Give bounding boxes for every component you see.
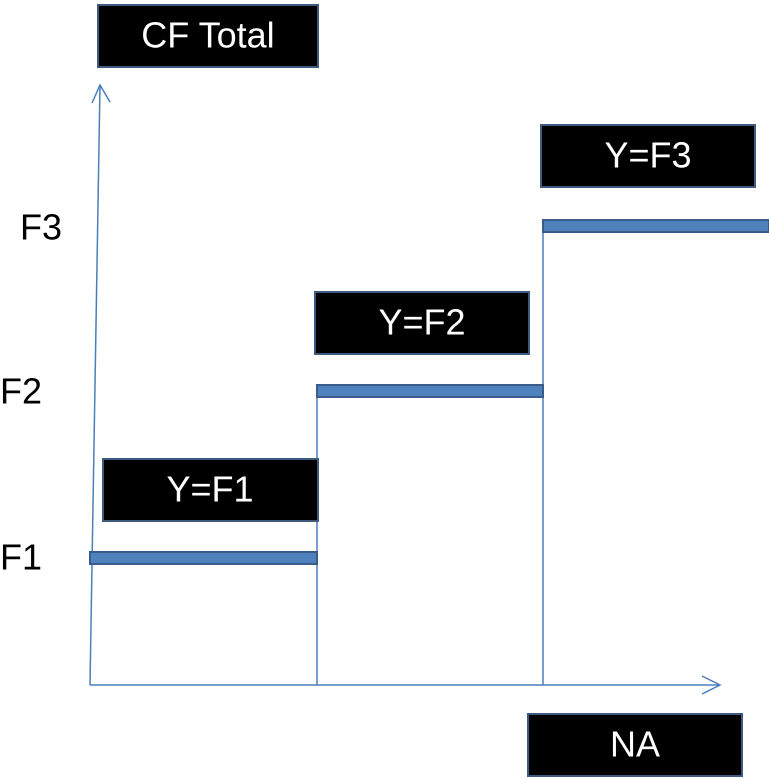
level-label: F2 [0,371,42,412]
label-box [527,713,743,777]
label-box [97,4,319,68]
step-label: Y=F2 [378,302,465,343]
level-bar [316,384,544,398]
y-axis-label: CF Total [141,15,274,56]
step-label: Y=F3 [604,135,691,176]
level-label: F3 [20,207,62,248]
y-axis-arrow [91,83,111,104]
level-bar [89,551,318,565]
step-label: Y=F1 [166,469,253,510]
level-label: F1 [0,537,42,578]
y-axis [89,84,101,686]
level-bar [542,219,769,233]
x-axis-label: NA [610,724,660,765]
label-box [314,291,530,355]
label-box [102,458,319,522]
x-axis-arrow [701,675,722,695]
label-box [540,124,756,188]
